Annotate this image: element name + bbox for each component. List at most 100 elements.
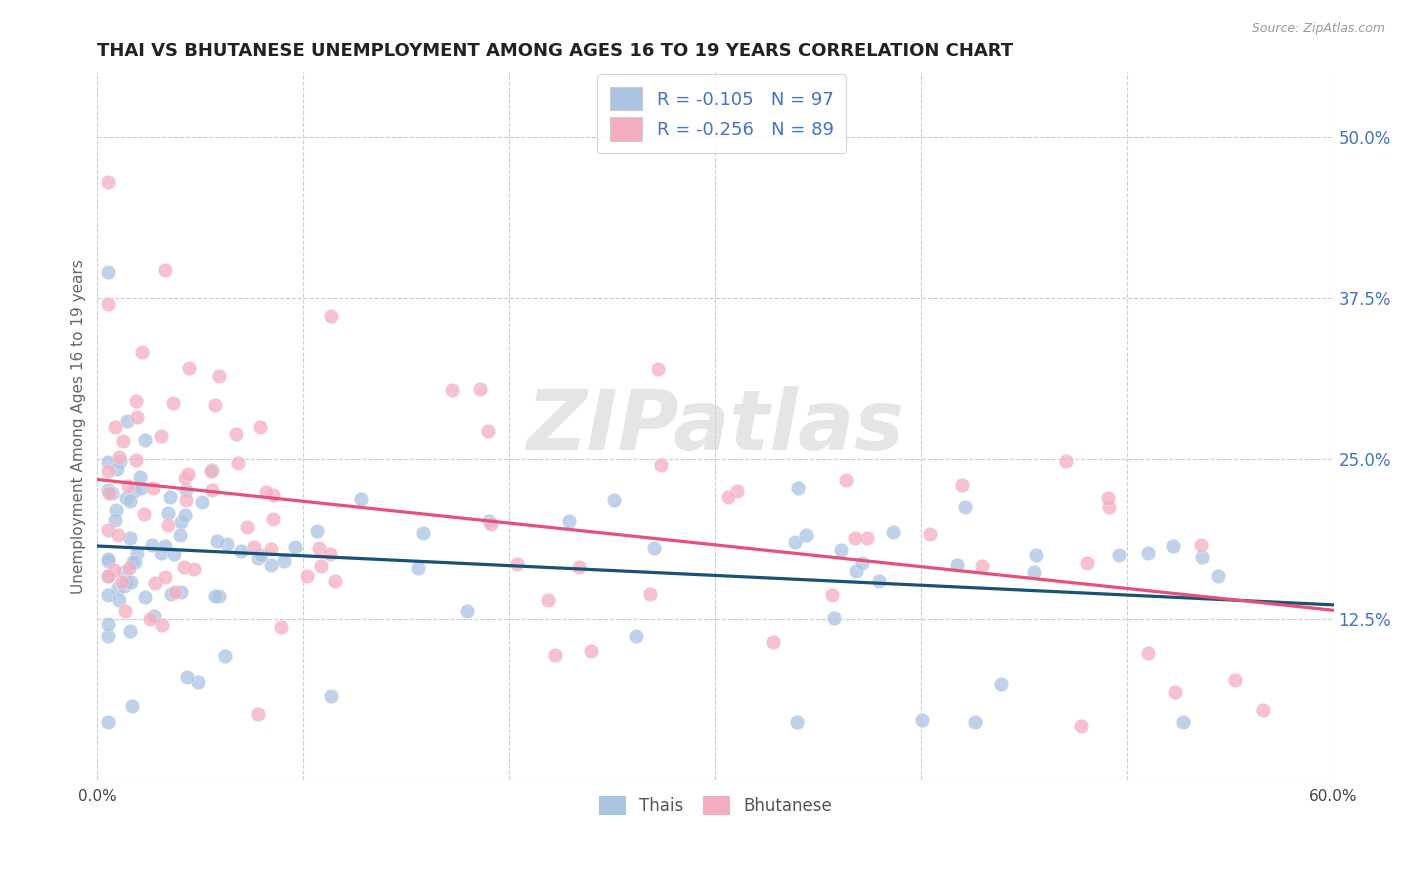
Point [785,535,807,549]
Point [273,554,295,568]
Point [762,635,785,649]
Point [990,677,1012,691]
Point [176,670,198,684]
Point [1024,565,1046,579]
Point [98,485,121,500]
Point [134,591,156,605]
Point [1070,719,1092,733]
Point [830,543,852,558]
Point [201,463,224,477]
Point [1208,569,1230,583]
Y-axis label: Unemployment Among Ages 16 to 19 years: Unemployment Among Ages 16 to 19 years [72,259,86,594]
Point [295,569,318,583]
Point [249,420,271,434]
Point [201,483,224,497]
Point [177,467,200,481]
Point [970,559,993,574]
Point [911,714,934,728]
Point [207,369,229,384]
Point [112,434,135,448]
Point [214,648,236,663]
Point [1076,557,1098,571]
Point [134,507,156,521]
Point [260,558,283,572]
Point [169,528,191,542]
Point [97,715,120,730]
Point [97,523,120,537]
Point [1189,539,1212,553]
Point [243,540,266,554]
Point [97,463,120,477]
Point [97,483,120,498]
Point [141,538,163,552]
Point [725,484,748,499]
Point [537,592,560,607]
Point [270,620,292,634]
Point [174,508,197,523]
Point [128,470,150,484]
Point [650,458,672,472]
Point [225,426,247,441]
Point [851,557,873,571]
Point [786,715,808,730]
Point [97,455,120,469]
Point [150,618,173,632]
Point [262,488,284,502]
Point [835,474,858,488]
Point [882,525,904,540]
Point [125,453,148,467]
Point [1161,539,1184,553]
Point [179,361,201,376]
Point [104,420,127,434]
Point [1225,673,1247,688]
Point [159,490,181,504]
Point [149,428,172,442]
Point [107,528,129,542]
Point [254,485,277,500]
Point [114,604,136,618]
Point [125,409,148,424]
Point [139,612,162,626]
Point [408,560,430,574]
Point [321,310,343,324]
Point [349,492,371,507]
Point [246,550,269,565]
Point [187,674,209,689]
Point [412,525,434,540]
Point [104,513,127,527]
Point [190,495,212,509]
Point [162,396,184,410]
Point [120,624,142,639]
Point [855,531,877,545]
Point [963,715,986,730]
Point [124,555,146,569]
Point [157,518,180,533]
Point [226,456,249,470]
Point [142,609,165,624]
Point [478,514,501,528]
Point [200,464,222,478]
Point [170,516,193,530]
Point [97,175,120,189]
Point [156,506,179,520]
Point [125,394,148,409]
Point [104,503,127,517]
Point [1097,491,1119,505]
Point [97,554,120,568]
Point [647,362,669,376]
Point [308,541,330,556]
Point [1136,646,1159,660]
Point [823,610,845,624]
Point [122,483,145,498]
Point [129,481,152,495]
Point [321,689,343,703]
Point [176,483,198,497]
Point [456,604,478,618]
Point [115,414,138,428]
Point [131,344,153,359]
Point [97,568,120,582]
Point [323,574,346,589]
Point [127,546,149,560]
Point [953,500,976,515]
Point [479,516,502,531]
